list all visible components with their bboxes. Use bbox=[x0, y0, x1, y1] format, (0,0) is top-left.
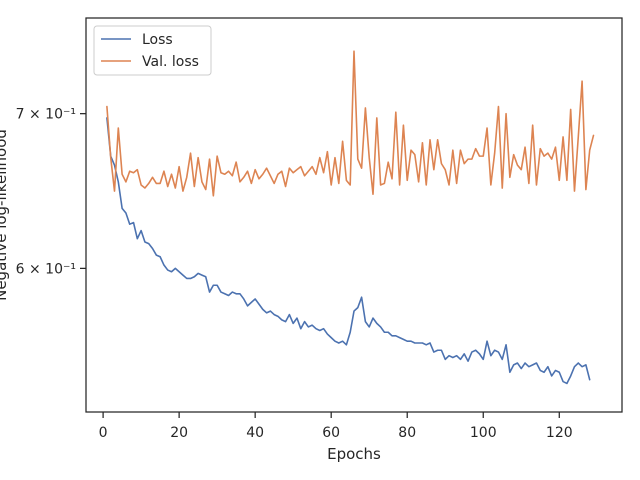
series-line-val-loss bbox=[106, 50, 595, 197]
x-tick-label: 80 bbox=[398, 425, 416, 441]
x-tick-label: 100 bbox=[470, 425, 497, 441]
legend-label-loss: Loss bbox=[142, 32, 173, 48]
x-tick-label: 20 bbox=[170, 425, 188, 441]
series-line-loss bbox=[106, 117, 591, 385]
y-axis-ticks: 6 × 10⁻¹ 7 × 10⁻¹ bbox=[16, 107, 86, 277]
x-tick-label: 120 bbox=[546, 425, 573, 441]
legend-label-val-loss: Val. loss bbox=[142, 54, 199, 70]
y-axis-label: Negative log-likelihood bbox=[0, 129, 10, 301]
x-axis-ticks: 0 20 40 60 80 100 120 bbox=[99, 412, 573, 441]
x-tick-label: 60 bbox=[322, 425, 340, 441]
axes-frame bbox=[85, 17, 623, 413]
legend: Loss Val. loss bbox=[93, 25, 212, 76]
x-axis-label: Epochs bbox=[327, 445, 381, 463]
y-tick-label: 6 × 10⁻¹ bbox=[16, 261, 76, 277]
y-tick-label: 7 × 10⁻¹ bbox=[16, 107, 76, 123]
x-tick-label: 0 bbox=[99, 425, 108, 441]
x-tick-label: 40 bbox=[246, 425, 264, 441]
plot-area bbox=[106, 50, 595, 385]
